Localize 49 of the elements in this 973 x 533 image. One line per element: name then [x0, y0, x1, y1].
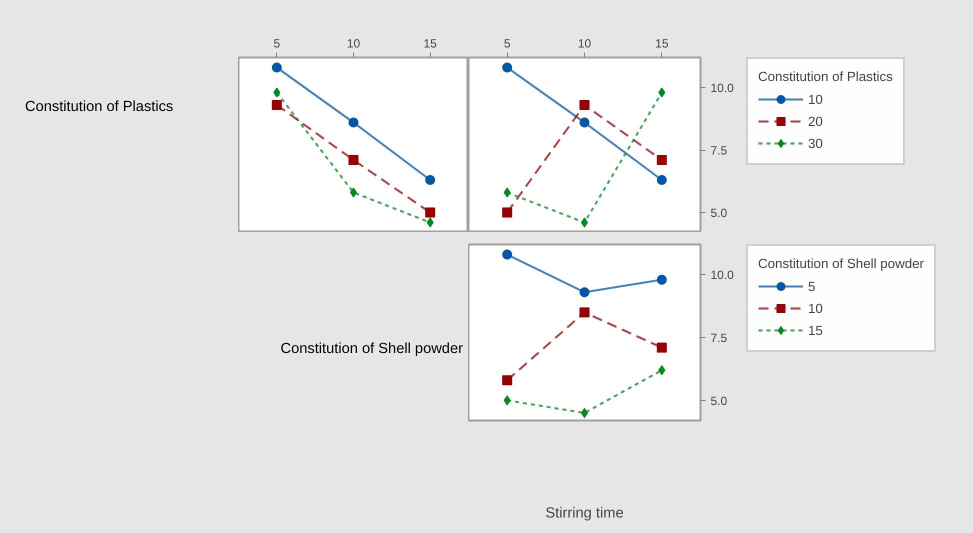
point [656, 274, 667, 285]
legend-label: 30 [808, 136, 824, 150]
point [656, 175, 667, 185]
point [504, 395, 511, 406]
point [350, 188, 357, 198]
y-tick-label: 7.5 [710, 331, 728, 346]
point [581, 218, 588, 228]
point [580, 287, 590, 298]
point [348, 118, 358, 128]
point [425, 175, 436, 185]
point [658, 365, 666, 376]
legend-label: 5 [808, 278, 816, 294]
y-tick-label: 5.0 [710, 394, 728, 408]
legend-title: Constitution of Plastics [758, 69, 893, 84]
point [656, 342, 667, 353]
y-tick-label: 7.5 [710, 144, 728, 158]
point [502, 208, 512, 218]
point [502, 375, 512, 386]
point [502, 250, 512, 260]
point [273, 88, 280, 98]
legend-label: 10 [808, 92, 824, 106]
y-axis-title: Constitution of Shell powder [280, 340, 463, 359]
x-tick-label: 10 [346, 36, 360, 50]
y-tick-label: 10.0 [710, 268, 734, 282]
x-axis-title: Stirring time [545, 506, 624, 522]
x-tick-label: 10 [578, 36, 592, 50]
legend-label: 10 [808, 300, 824, 316]
point [272, 62, 282, 72]
y-tick-label: 10.0 [710, 81, 734, 95]
point [580, 118, 590, 128]
legend-label: 15 [808, 322, 824, 338]
y-axis-title: Constitution of Plastics [25, 98, 174, 117]
legend-title: Constitution of Shell powder [758, 256, 924, 271]
x-tick-label: 15 [655, 36, 669, 50]
x-tick-label: 15 [423, 36, 438, 50]
point [580, 307, 590, 318]
point [658, 88, 666, 98]
point [502, 62, 512, 72]
point [580, 100, 590, 110]
point [426, 218, 434, 228]
y-tick-label: 5.0 [710, 206, 728, 220]
point [656, 155, 667, 165]
point [504, 188, 511, 198]
point [348, 155, 358, 165]
x-tick-label: 5 [273, 36, 280, 50]
point [425, 208, 436, 218]
legend-label: 20 [808, 114, 824, 128]
x-tick-label: 5 [504, 36, 511, 50]
point [272, 100, 282, 110]
